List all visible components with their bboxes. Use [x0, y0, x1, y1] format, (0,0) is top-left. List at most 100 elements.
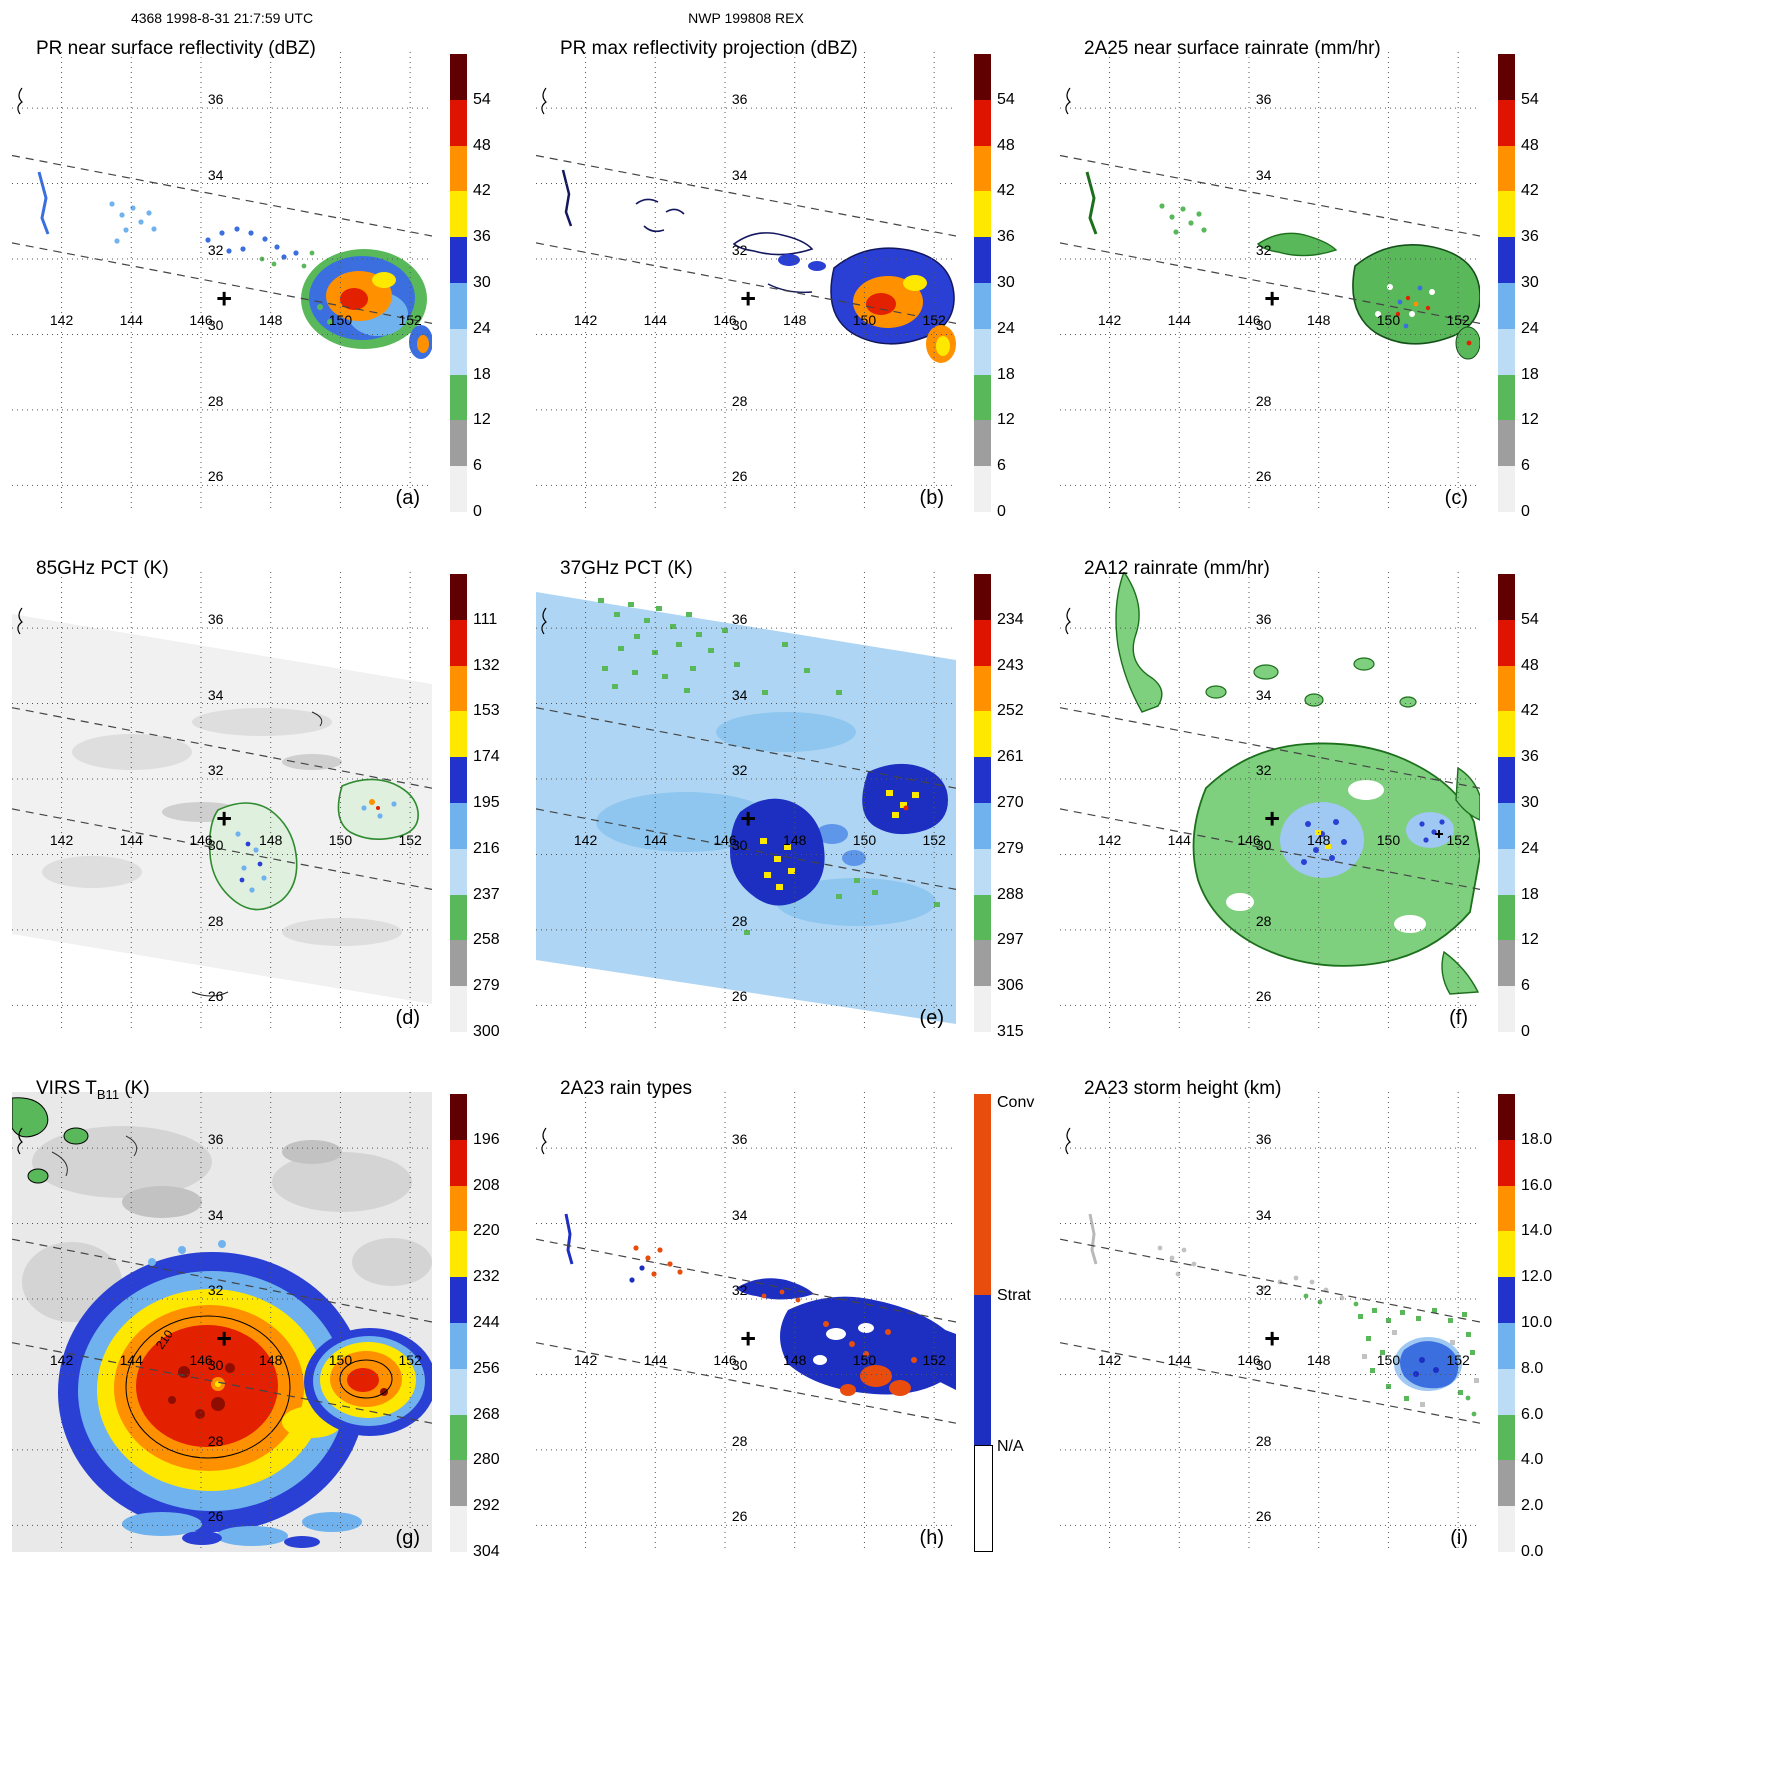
storm-center-marker: +: [740, 1323, 756, 1354]
lat-label: 28: [731, 1433, 748, 1450]
lat-label: 34: [1255, 166, 1272, 183]
map-canvas-b: [536, 52, 956, 512]
map-panel-b: + (b) 142 144 146 148 150 152 36 34 32 30 28 26: [536, 52, 956, 512]
colorbar-tick: 220: [473, 1222, 500, 1240]
map-canvas-h: [536, 1092, 956, 1552]
lon-label: 144: [643, 1351, 667, 1368]
colorbar-segment: [450, 1094, 467, 1140]
lon-label: 146: [1237, 311, 1261, 328]
colorbar-segment: [1498, 466, 1515, 512]
colorbar-tick: 30: [473, 274, 491, 291]
storm-name-header: NWP 199808 REX: [688, 10, 804, 26]
colorbar-segment: [974, 99, 991, 146]
lat-label: 26: [207, 988, 224, 1005]
lon-label: 152: [922, 1351, 946, 1368]
colorbar-segment: [974, 54, 991, 100]
colorbar-ticks: 54 48 42 36 30 24 18 12 6 0: [1521, 54, 1577, 520]
coastline-mark: [17, 607, 23, 635]
colorbar-tick: 24: [473, 319, 491, 337]
colorbar-segment: [1498, 711, 1515, 758]
colorbar-segment: [450, 757, 467, 803]
lat-label: 36: [207, 91, 224, 108]
lon-label: 144: [1167, 831, 1191, 848]
colorbar-segment: [1498, 757, 1515, 803]
colorbar-segment: [1498, 802, 1515, 849]
lat-label: 36: [1255, 611, 1272, 628]
timestamp-header: 4368 1998-8-31 21:7:59 UTC: [130, 10, 314, 26]
colorbar-segment: [974, 894, 991, 941]
colorbar-tick: 0.0: [1521, 1543, 1544, 1560]
colorbar-tick: Conv: [997, 1094, 1035, 1112]
map-panel-c: + (c) 142 144 146 148 150 152 36 34 32 30 28 26: [1060, 52, 1480, 512]
colorbar-tick: 36: [473, 228, 491, 246]
colorbar-segment: [450, 328, 467, 375]
storm-center-marker: +: [216, 803, 232, 834]
colorbar-tick: 42: [473, 182, 491, 200]
colorbar-tick: 18: [997, 365, 1015, 383]
colorbar-tick: 252: [997, 702, 1024, 720]
colorbar-tick: 6.0: [1521, 1405, 1544, 1423]
colorbar-segment: [450, 145, 467, 192]
colorbar-tick: 2.0: [1521, 1497, 1544, 1515]
panel-grid: 4368 1998-8-31 21:7:59 UTC PR near surfa…: [6, 10, 1578, 1586]
colorbar-segment: [1498, 1185, 1515, 1232]
lon-label: 142: [573, 311, 598, 328]
colorbar-segment: [974, 466, 991, 512]
panel-a: 4368 1998-8-31 21:7:59 UTC PR near surfa…: [6, 10, 530, 546]
colorbar-tick: 24: [1521, 319, 1539, 337]
colorbar-tick: 288: [997, 885, 1024, 903]
colorbar-segment: [450, 574, 467, 620]
colorbar-tick: 111: [473, 610, 498, 628]
colorbar-segment: [450, 1231, 467, 1278]
colorbar-segment: [1498, 328, 1515, 375]
lat-label: 32: [207, 762, 224, 779]
panel-title: VIRS TB11 (K): [36, 1078, 150, 1102]
lat-label: 30: [1255, 837, 1272, 854]
panel-letter: (f): [1449, 1007, 1468, 1029]
colorbar-tick: 12: [997, 411, 1015, 429]
map-canvas-a: [12, 52, 432, 512]
colorbar-tick: 4.0: [1521, 1451, 1544, 1469]
lon-label: 146: [189, 831, 213, 848]
colorbar-segment: [1498, 1231, 1515, 1278]
colorbar-tick: 232: [473, 1268, 500, 1286]
lat-label: 34: [1255, 686, 1272, 703]
colorbar-segment: [450, 1139, 467, 1186]
grid-lines: [12, 572, 432, 1032]
colorbar-tick: 12.0: [1521, 1268, 1553, 1286]
map-panel-e: + (e) 142 144 146 148 150 152 36 34 32 30 28 26: [536, 572, 956, 1032]
colorbar-segment: [974, 848, 991, 895]
grid-lines: [12, 1092, 432, 1552]
panel-g: VIRS TB11 (K): [6, 1066, 530, 1586]
colorbar-segment: [1498, 1139, 1515, 1186]
colorbar-segment: [1498, 374, 1515, 421]
colorbar-tick: 6: [1521, 457, 1530, 475]
lon-label: 146: [189, 311, 213, 328]
colorbar-segment: [1498, 1094, 1515, 1140]
lon-label: 142: [49, 831, 74, 848]
colorbar-tick: 54: [1521, 610, 1539, 628]
lat-label: 32: [1255, 1282, 1272, 1299]
colorbar-tick: 42: [1521, 182, 1539, 200]
panel-letter: (c): [1444, 487, 1468, 509]
panel-letter: (e): [919, 1007, 944, 1029]
storm-center-marker: +: [216, 1323, 232, 1354]
rain-type-field: [564, 1213, 956, 1396]
lat-label: 32: [731, 1282, 748, 1299]
colorbar-tick: 54: [473, 90, 491, 108]
lat-label: 28: [731, 913, 748, 930]
colorbar-segment: [974, 420, 991, 467]
lat-label: 34: [1255, 1206, 1272, 1223]
lon-label: 146: [713, 1351, 737, 1368]
colorbar-segment: [974, 191, 991, 238]
lon-label: 148: [259, 1351, 283, 1368]
lat-label: 30: [207, 1357, 224, 1374]
map-panel-h: + (h) 142 144 146 148 150 152 36 34 32 30 28 26: [536, 1092, 956, 1552]
colorbar-segment: [974, 282, 991, 329]
colorbar-tick: 196: [473, 1130, 500, 1148]
lat-label: 34: [731, 1206, 748, 1223]
lon-label: 150: [852, 831, 877, 848]
colorbar-segment: [974, 1445, 993, 1552]
colorbar-tick: 261: [997, 748, 1024, 766]
lat-label: 28: [207, 913, 224, 930]
